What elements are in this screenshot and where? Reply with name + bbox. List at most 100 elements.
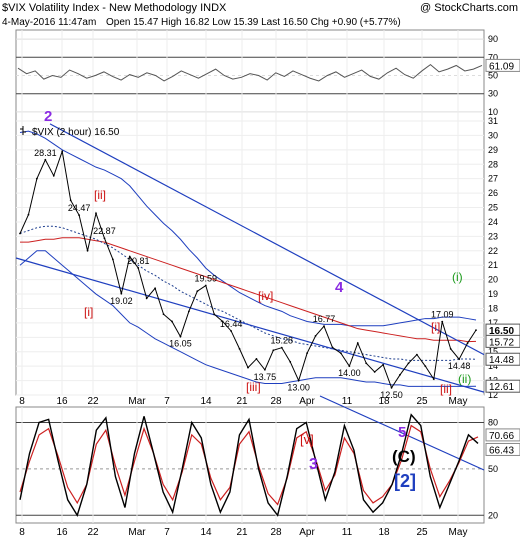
bottom-x-tick-label: Apr: [299, 527, 315, 538]
price-point: [306, 352, 309, 355]
price-point: [111, 258, 114, 261]
wave-label-4: 4: [335, 279, 344, 296]
price-x-tick-label: 14: [200, 396, 212, 407]
moving-average-red: [20, 237, 477, 343]
label-layer: 103050709061.091213141516171819202122232…: [19, 34, 520, 520]
rsi-last-value: 61.09: [489, 61, 514, 72]
price-point: [154, 287, 157, 290]
price-point: [475, 329, 477, 332]
price-point: [95, 212, 97, 215]
rsi-line: [17, 63, 483, 82]
legend-bar-icon: [20, 126, 26, 135]
price-x-tick-label: 7: [164, 396, 170, 407]
osc-last-tag: [485, 442, 520, 456]
price-point: [272, 349, 275, 352]
price-tick-label: 18: [488, 303, 498, 313]
price-point: [204, 284, 207, 287]
price-right-tag: [485, 352, 520, 366]
price-right-tag-text: 15.72: [489, 337, 514, 348]
price-right-tag-text: 14.48: [489, 355, 514, 366]
bottom-x-tick-label: May: [449, 527, 468, 538]
bottom-x-tick-label: 16: [56, 527, 68, 538]
bottom-x-tick-label: 21: [236, 527, 248, 538]
price-annotation: 19.59: [195, 274, 218, 284]
wave-label-paren-ii: (ii): [458, 372, 471, 386]
price-point: [44, 158, 47, 161]
price-point: [230, 330, 233, 332]
bottom-x-tick-label: 11: [342, 527, 353, 538]
price-x-tick-label: 8: [19, 396, 25, 407]
price-annotation: 24.47: [68, 203, 91, 213]
price-legend: $VIX (2 hour) 16.50: [32, 127, 120, 138]
price-annotation: 14.00: [338, 368, 361, 378]
price-point: [61, 150, 64, 153]
price-point: [323, 325, 325, 328]
price-x-tick-label: May: [449, 396, 468, 407]
osc-signal-line: [19, 424, 479, 506]
price-tick-label: 17: [488, 318, 498, 328]
price-annotation: 14.48: [448, 361, 471, 371]
price-point: [247, 366, 249, 369]
price-tick-label: 23: [488, 231, 498, 241]
price-point: [399, 373, 401, 376]
rsi-tick-label: 30: [488, 89, 498, 99]
price-point: [390, 386, 393, 389]
bottom-x-tick-label: 25: [416, 527, 428, 538]
upper-band: [19, 130, 477, 327]
lower-band: [19, 250, 477, 387]
price-x-tick-label: 28: [270, 396, 282, 407]
price-point: [171, 320, 173, 323]
bottom-x-tick-label: Mar: [128, 527, 146, 538]
bottom-x-tick-label: 7: [164, 527, 170, 538]
price-x-tick-label: 16: [56, 396, 68, 407]
price-tick-label: 30: [488, 130, 498, 140]
price-point: [407, 362, 410, 365]
price-tick-label: 15: [488, 347, 498, 357]
price-point: [128, 255, 131, 258]
price-point: [449, 347, 452, 350]
price-point: [314, 334, 317, 337]
wave-label-v: [v]: [300, 432, 314, 447]
wave-label-c: (C): [392, 447, 416, 466]
price-point: [238, 347, 241, 350]
price-tick-label: 21: [488, 260, 498, 270]
price-annotation: 13.00: [287, 383, 310, 393]
price-point: [196, 290, 199, 293]
wave-label-ii-1: [ii]: [94, 188, 106, 202]
wave-label-i-2: [i]: [431, 320, 440, 334]
price-point: [432, 378, 435, 381]
price-point: [69, 199, 72, 202]
wave-label-iii-price: [iii]: [246, 380, 261, 394]
price-annotation: 12.50: [380, 390, 403, 400]
price-point: [373, 371, 376, 373]
price-tick-label: 19: [488, 289, 498, 299]
price-point: [255, 358, 258, 360]
price-x-tick-label: 11: [342, 396, 353, 407]
price-point: [441, 320, 444, 323]
price-point: [145, 297, 148, 300]
osc-tick-label: 50: [488, 464, 498, 474]
date-line: 4-May-2016 11:47am: [2, 17, 96, 28]
price-tick-label: 12: [488, 390, 498, 400]
bottom-x-tick-label: 22: [87, 527, 99, 538]
wave-label-bracket-2: [2]: [394, 471, 416, 491]
rsi-tick-label: 70: [488, 52, 498, 62]
price-point: [221, 320, 224, 323]
price-tick-label: 20: [488, 275, 498, 285]
price-point: [120, 292, 123, 295]
price-tick-label: 22: [488, 246, 498, 256]
watermark: @ StockCharts.com: [420, 2, 518, 14]
price-annotation: 19.02: [110, 296, 133, 306]
price-point: [415, 353, 418, 356]
osc-tick-label: 20: [488, 510, 498, 520]
price-annotation: 20.81: [127, 256, 150, 266]
ohlc-line: Open 15.47 High 16.82 Low 15.39 Last 16.…: [106, 17, 401, 28]
price-point: [348, 365, 351, 368]
channel-lower-line: [15, 257, 485, 393]
channel-upper-line: [49, 123, 485, 356]
wave-label-2: 2: [44, 108, 52, 125]
wave-label-3: 3: [309, 456, 318, 473]
price-point: [78, 214, 81, 217]
price-point: [339, 352, 342, 355]
